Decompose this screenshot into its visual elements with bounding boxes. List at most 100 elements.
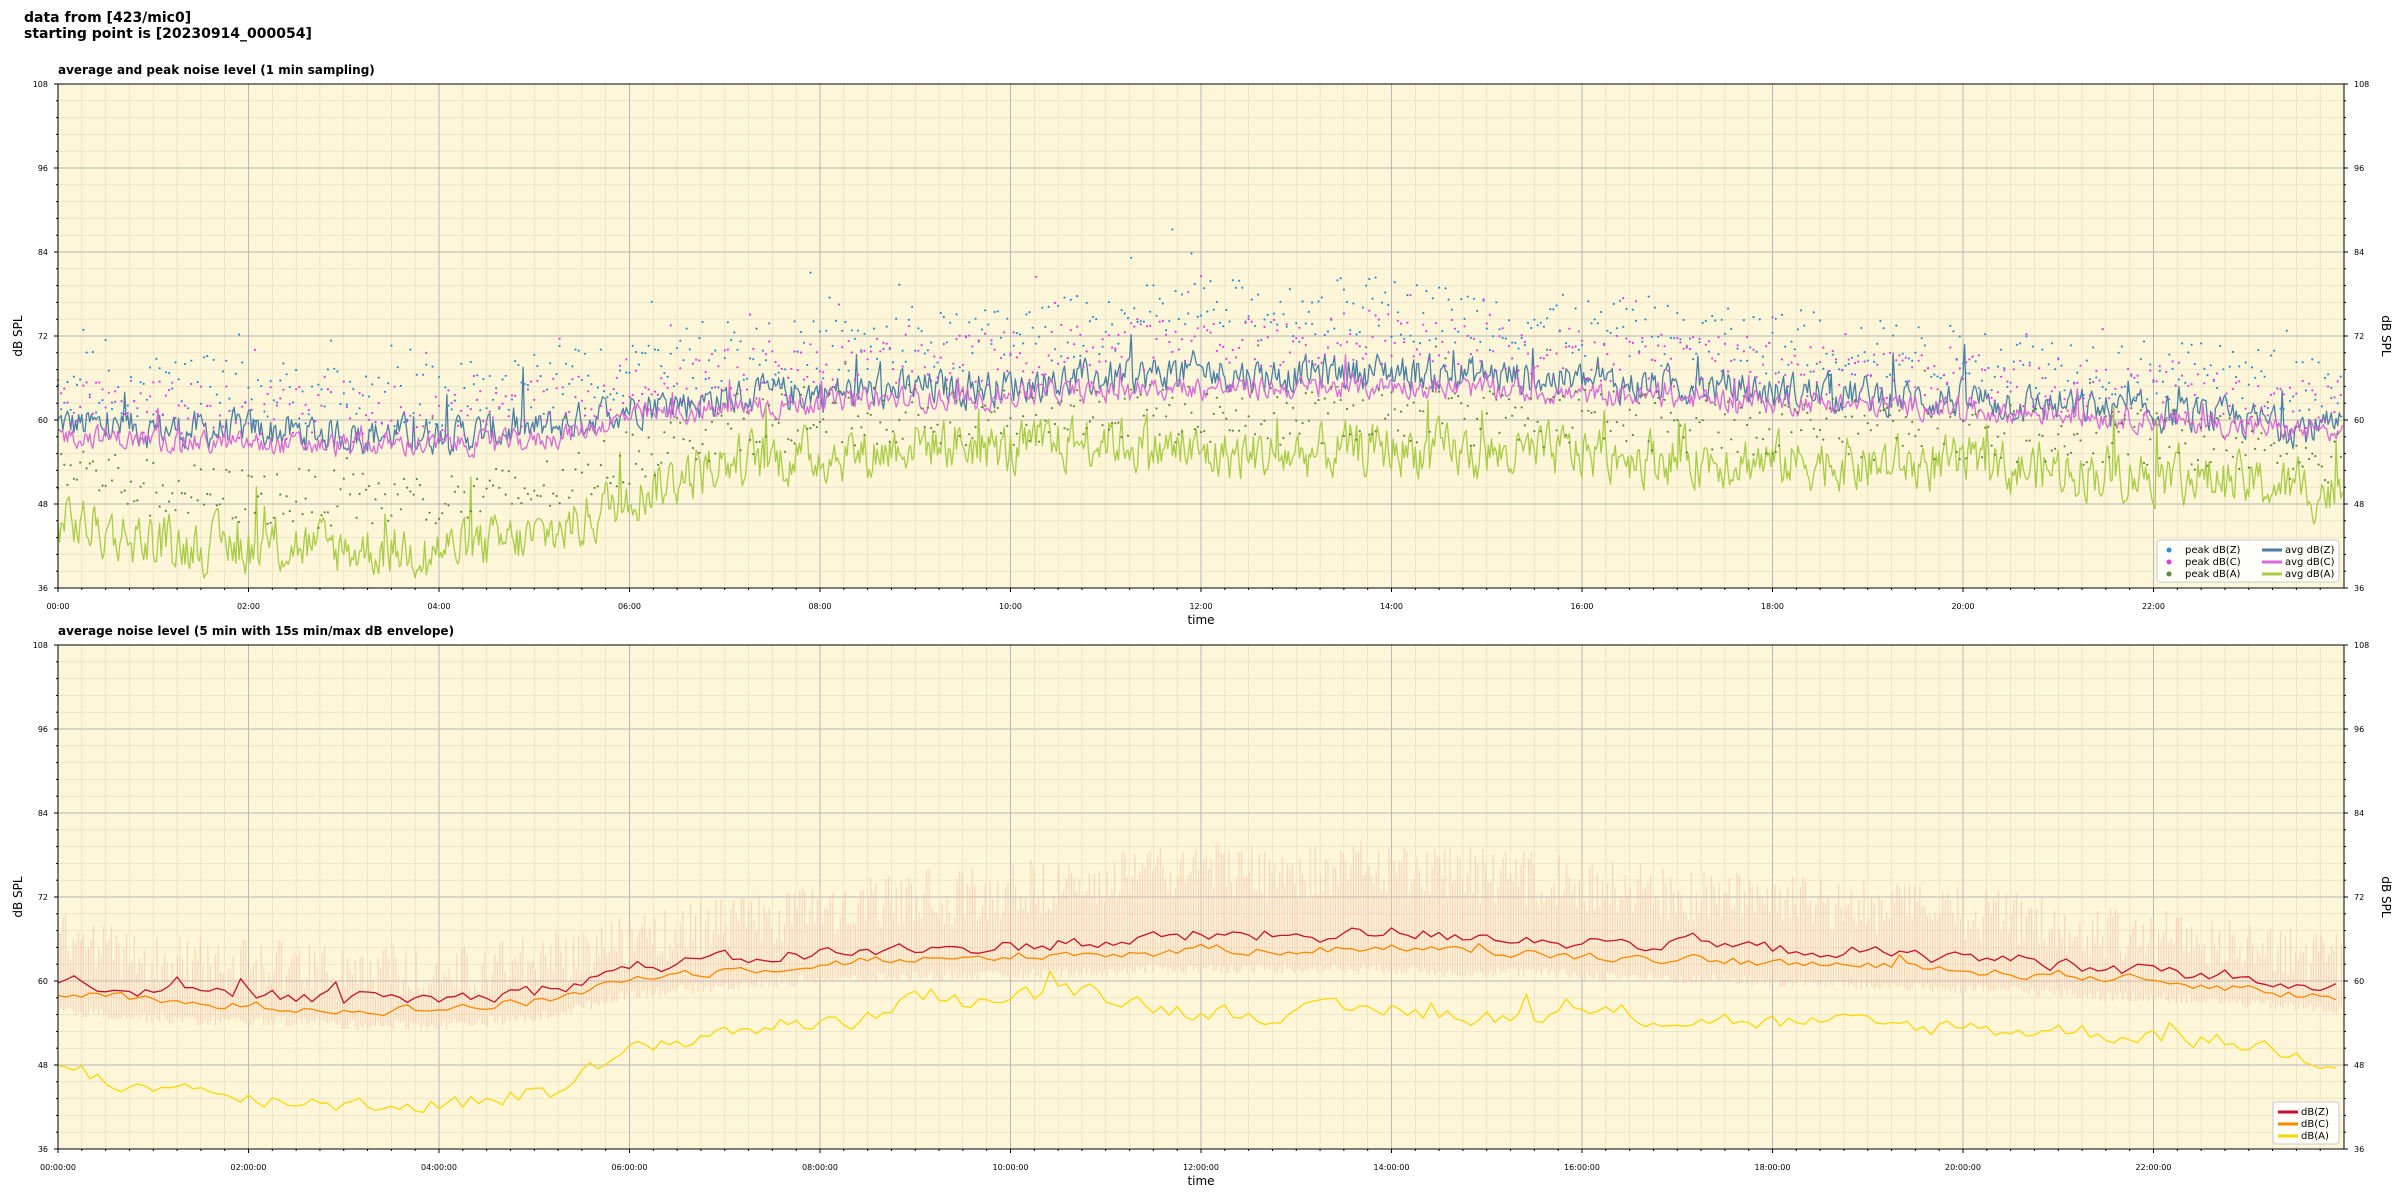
scatter-point bbox=[2095, 376, 2098, 379]
scatter-point bbox=[1901, 359, 1904, 362]
scatter-point bbox=[2015, 343, 2019, 346]
panel-title: average noise level (5 min with 15s min/… bbox=[58, 624, 454, 638]
scatter-point bbox=[891, 430, 895, 433]
scatter-point bbox=[895, 381, 898, 384]
scatter-point bbox=[1860, 388, 1863, 391]
scatter-point bbox=[1307, 419, 1310, 422]
scatter-point bbox=[1444, 357, 1447, 360]
scatter-point bbox=[1907, 432, 1911, 435]
scatter-point bbox=[1034, 413, 1037, 416]
scatter-point bbox=[1469, 444, 1472, 447]
x-tick-label: 00:00:00 bbox=[40, 1163, 76, 1172]
scatter-point bbox=[958, 334, 961, 337]
scatter-point bbox=[1666, 369, 1669, 372]
scatter-point bbox=[2009, 390, 2012, 393]
scatter-point bbox=[444, 386, 447, 389]
scatter-point bbox=[1819, 319, 1822, 322]
scatter-point bbox=[72, 477, 75, 480]
scatter-point bbox=[806, 363, 809, 367]
scatter-point bbox=[2177, 378, 2180, 381]
scatter-point bbox=[466, 414, 469, 417]
scatter-point bbox=[1412, 355, 1415, 358]
scatter-point bbox=[999, 336, 1003, 339]
scatter-point bbox=[2028, 364, 2031, 367]
scatter-point bbox=[758, 440, 761, 443]
scatter-point bbox=[1257, 344, 1260, 347]
scatter-point bbox=[936, 361, 939, 364]
scatter-point bbox=[961, 390, 965, 393]
y-tick-label-right: 36 bbox=[2354, 1145, 2364, 1154]
scatter-point bbox=[485, 423, 488, 426]
scatter-point bbox=[164, 394, 167, 397]
scatter-point bbox=[945, 378, 949, 381]
scatter-point bbox=[1720, 318, 1723, 321]
scatter-point bbox=[2082, 463, 2085, 466]
scatter-point bbox=[196, 499, 199, 502]
scatter-point bbox=[1876, 363, 1879, 366]
scatter-point bbox=[1260, 364, 1263, 367]
scatter-point bbox=[336, 505, 339, 508]
scatter-point bbox=[609, 408, 612, 411]
scatter-point bbox=[847, 396, 850, 399]
scatter-point bbox=[809, 343, 812, 346]
scatter-point bbox=[330, 390, 333, 394]
scatter-point bbox=[2200, 426, 2203, 429]
scatter-point bbox=[552, 377, 555, 380]
scatter-point bbox=[1034, 342, 1037, 345]
scatter-point bbox=[1707, 382, 1711, 385]
scatter-point bbox=[1101, 424, 1104, 427]
scatter-point bbox=[1165, 415, 1168, 418]
scatter-point bbox=[1914, 435, 1917, 438]
scatter-point bbox=[1590, 411, 1593, 414]
scatter-point bbox=[1904, 416, 1907, 419]
scatter-point bbox=[101, 388, 104, 391]
scatter-point bbox=[1761, 363, 1765, 366]
scatter-point bbox=[2006, 380, 2009, 383]
scatter-point bbox=[834, 401, 838, 404]
scatter-point bbox=[1625, 439, 1628, 443]
scatter-point bbox=[187, 407, 190, 410]
scatter-point bbox=[371, 522, 374, 525]
scatter-point bbox=[177, 479, 180, 482]
scatter-point bbox=[1012, 331, 1015, 334]
scatter-point bbox=[1495, 398, 1498, 401]
scatter-point bbox=[637, 450, 641, 453]
scatter-point bbox=[1825, 393, 1828, 396]
scatter-point bbox=[1196, 327, 1199, 330]
scatter-point bbox=[136, 415, 139, 418]
scatter-point bbox=[495, 391, 498, 395]
scatter-point bbox=[974, 380, 977, 383]
scatter-point bbox=[834, 319, 838, 322]
scatter-point bbox=[1692, 358, 1695, 361]
scatter-point bbox=[1517, 347, 1520, 350]
scatter-point bbox=[342, 477, 345, 480]
scatter-point bbox=[1615, 327, 1618, 330]
scatter-point bbox=[1469, 353, 1472, 356]
scatter-point bbox=[1739, 385, 1742, 388]
scatter-point bbox=[1549, 308, 1552, 311]
scatter-point bbox=[1139, 320, 1142, 323]
scatter-point bbox=[333, 441, 336, 444]
scatter-point bbox=[479, 390, 482, 393]
scatter-point bbox=[218, 401, 221, 404]
legend-marker bbox=[2166, 571, 2172, 577]
scatter-point bbox=[1707, 350, 1711, 353]
scatter-point bbox=[2215, 372, 2219, 375]
scatter-point bbox=[1853, 399, 1857, 402]
scatter-point bbox=[453, 490, 456, 493]
scatter-point bbox=[501, 378, 504, 381]
scatter-point bbox=[447, 504, 450, 507]
scatter-point bbox=[660, 377, 663, 380]
scatter-point bbox=[771, 424, 774, 427]
scatter-point bbox=[612, 475, 615, 478]
scatter-point bbox=[1869, 374, 1872, 377]
scatter-point bbox=[1415, 284, 1418, 287]
scatter-point bbox=[568, 410, 571, 414]
scatter-point bbox=[152, 381, 155, 384]
scatter-point bbox=[1996, 435, 1999, 438]
scatter-point bbox=[120, 400, 123, 403]
scatter-point bbox=[2130, 373, 2133, 376]
scatter-point bbox=[383, 435, 387, 438]
scatter-point bbox=[1695, 377, 1698, 381]
scatter-point bbox=[1238, 346, 1241, 349]
